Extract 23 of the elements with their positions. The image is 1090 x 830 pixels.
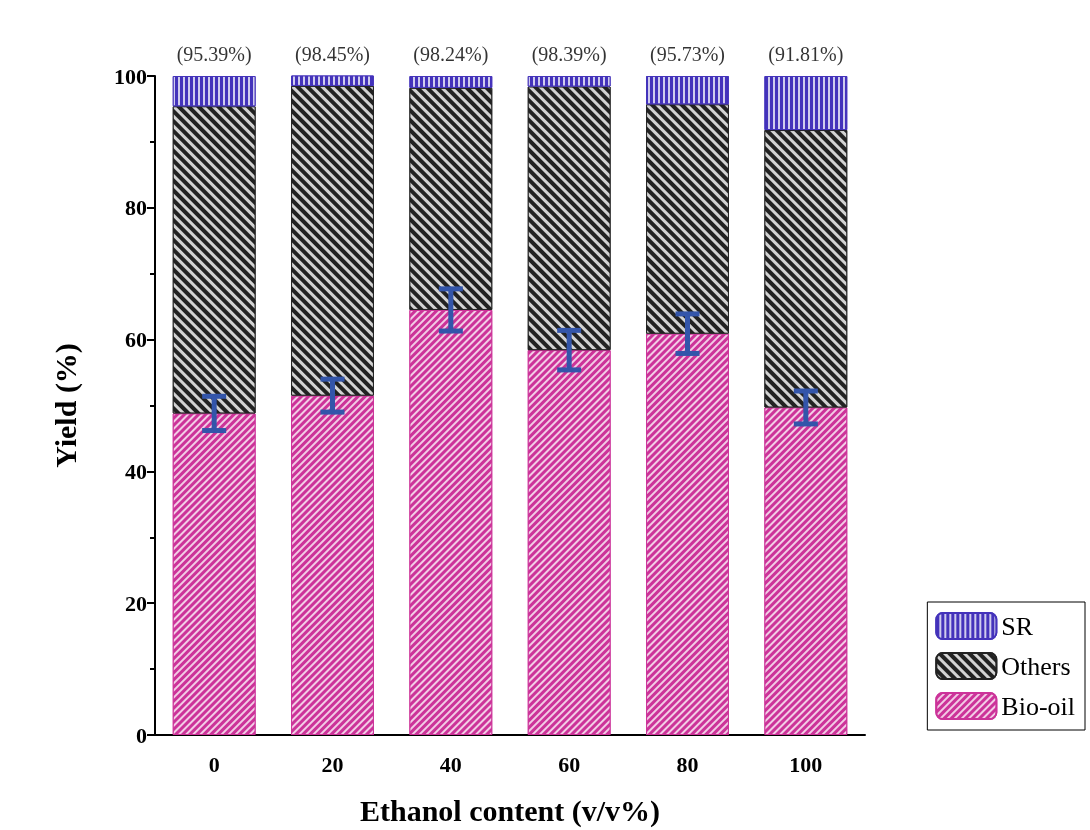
y-tick-label: 40 (125, 458, 147, 484)
x-tick-label: 40 (439, 751, 462, 777)
annotation: (98.24%) (413, 43, 489, 66)
x-tick-label: 0 (208, 751, 220, 777)
annotation: (98.39%) (531, 43, 607, 66)
y-tick-label: 60 (125, 327, 147, 353)
annotation: (91.81%) (768, 43, 844, 66)
legend-label: SR (1001, 611, 1034, 641)
legend-label: Others (1001, 651, 1071, 681)
y-tick-label: 0 (136, 722, 147, 748)
x-tick-label: 20 (321, 751, 344, 777)
x-tick-label: 80 (676, 751, 699, 777)
x-tick-label: 100 (789, 751, 823, 777)
x-axis-title: Ethanol content (v/v%) (360, 793, 660, 828)
annotation: (98.45%) (295, 43, 370, 66)
x-tick-label: 60 (558, 751, 581, 777)
annotation: (95.39%) (176, 43, 252, 66)
y-tick-label: 80 (125, 195, 147, 221)
y-tick-label: 100 (114, 63, 147, 89)
annotation: (95.73%) (650, 43, 725, 66)
legend-label: Bio-oil (1001, 691, 1075, 721)
y-tick-label: 20 (125, 590, 147, 616)
y-axis-title: Yield (%) (48, 343, 83, 468)
